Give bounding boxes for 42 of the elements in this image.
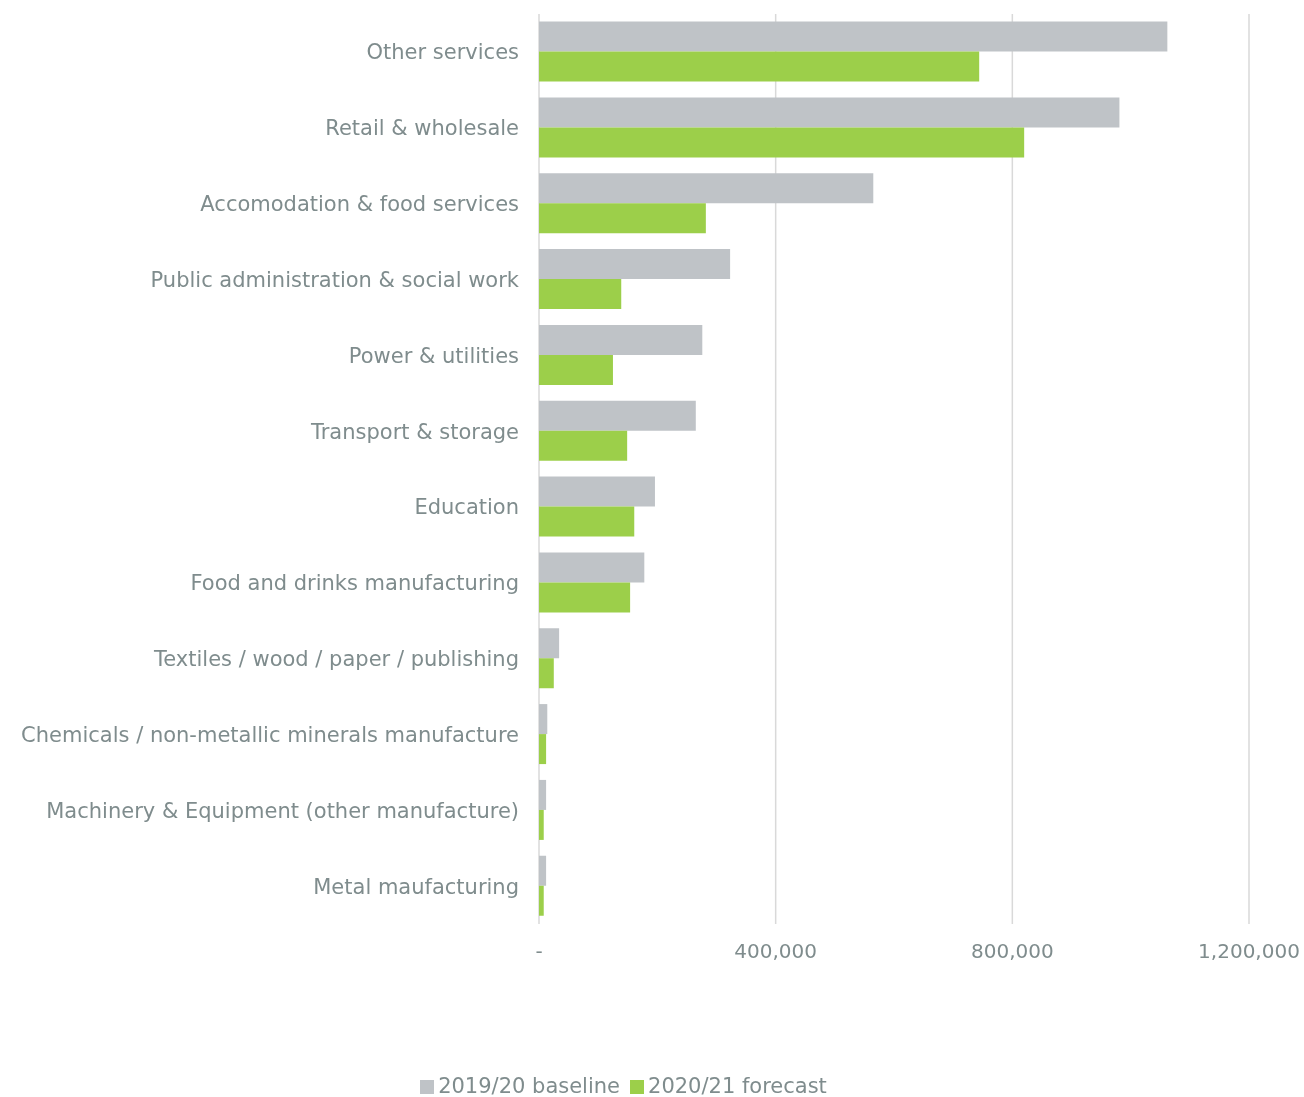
bar — [539, 51, 980, 82]
bar — [539, 400, 696, 431]
bar — [539, 628, 560, 659]
y-tick-label: Transport & storage — [309, 419, 519, 444]
bar — [539, 582, 631, 613]
bar — [539, 324, 703, 355]
bar — [539, 354, 613, 385]
bar — [539, 779, 547, 810]
y-tick-label: Machinery & Equipment (other manufacture) — [46, 798, 519, 823]
y-tick-label: Other services — [366, 40, 519, 65]
bar — [539, 552, 645, 583]
y-tick-label: Textiles / wood / paper / publishing — [153, 647, 519, 672]
bar — [539, 476, 655, 507]
bar — [539, 203, 706, 234]
bar — [539, 855, 547, 886]
x-tick-label: 400,000 — [734, 939, 818, 964]
bar — [539, 249, 731, 280]
bar — [539, 658, 554, 689]
x-tick-label: 800,000 — [970, 939, 1054, 964]
bar — [539, 506, 635, 537]
bar — [539, 734, 547, 765]
y-tick-label: Retail & wholesale — [325, 116, 519, 141]
legend-label: 2020/21 forecast — [648, 1074, 827, 1097]
bar — [539, 704, 548, 735]
y-tick-label: Power & utilities — [348, 343, 519, 368]
bar — [539, 809, 544, 840]
y-tick-label: Public administration & social work — [150, 267, 520, 292]
bar — [539, 127, 1025, 158]
y-tick-label: Accomodation & food services — [200, 192, 519, 217]
bar — [539, 279, 622, 310]
bar — [539, 97, 1120, 128]
bar — [539, 173, 874, 204]
legend-label: 2019/20 baseline — [438, 1074, 621, 1097]
bar — [539, 885, 544, 916]
x-tick-label: - — [535, 939, 543, 964]
y-tick-label: Education — [414, 495, 519, 520]
x-tick-label: 1,200,000 — [1198, 939, 1300, 964]
y-tick-label: Food and drinks manufacturing — [190, 571, 519, 596]
bar — [539, 21, 1168, 52]
y-tick-label: Chemicals / non-metallic minerals manufacture — [21, 722, 519, 747]
bar — [539, 430, 628, 461]
y-tick-label: Metal maufacturing — [313, 874, 519, 899]
